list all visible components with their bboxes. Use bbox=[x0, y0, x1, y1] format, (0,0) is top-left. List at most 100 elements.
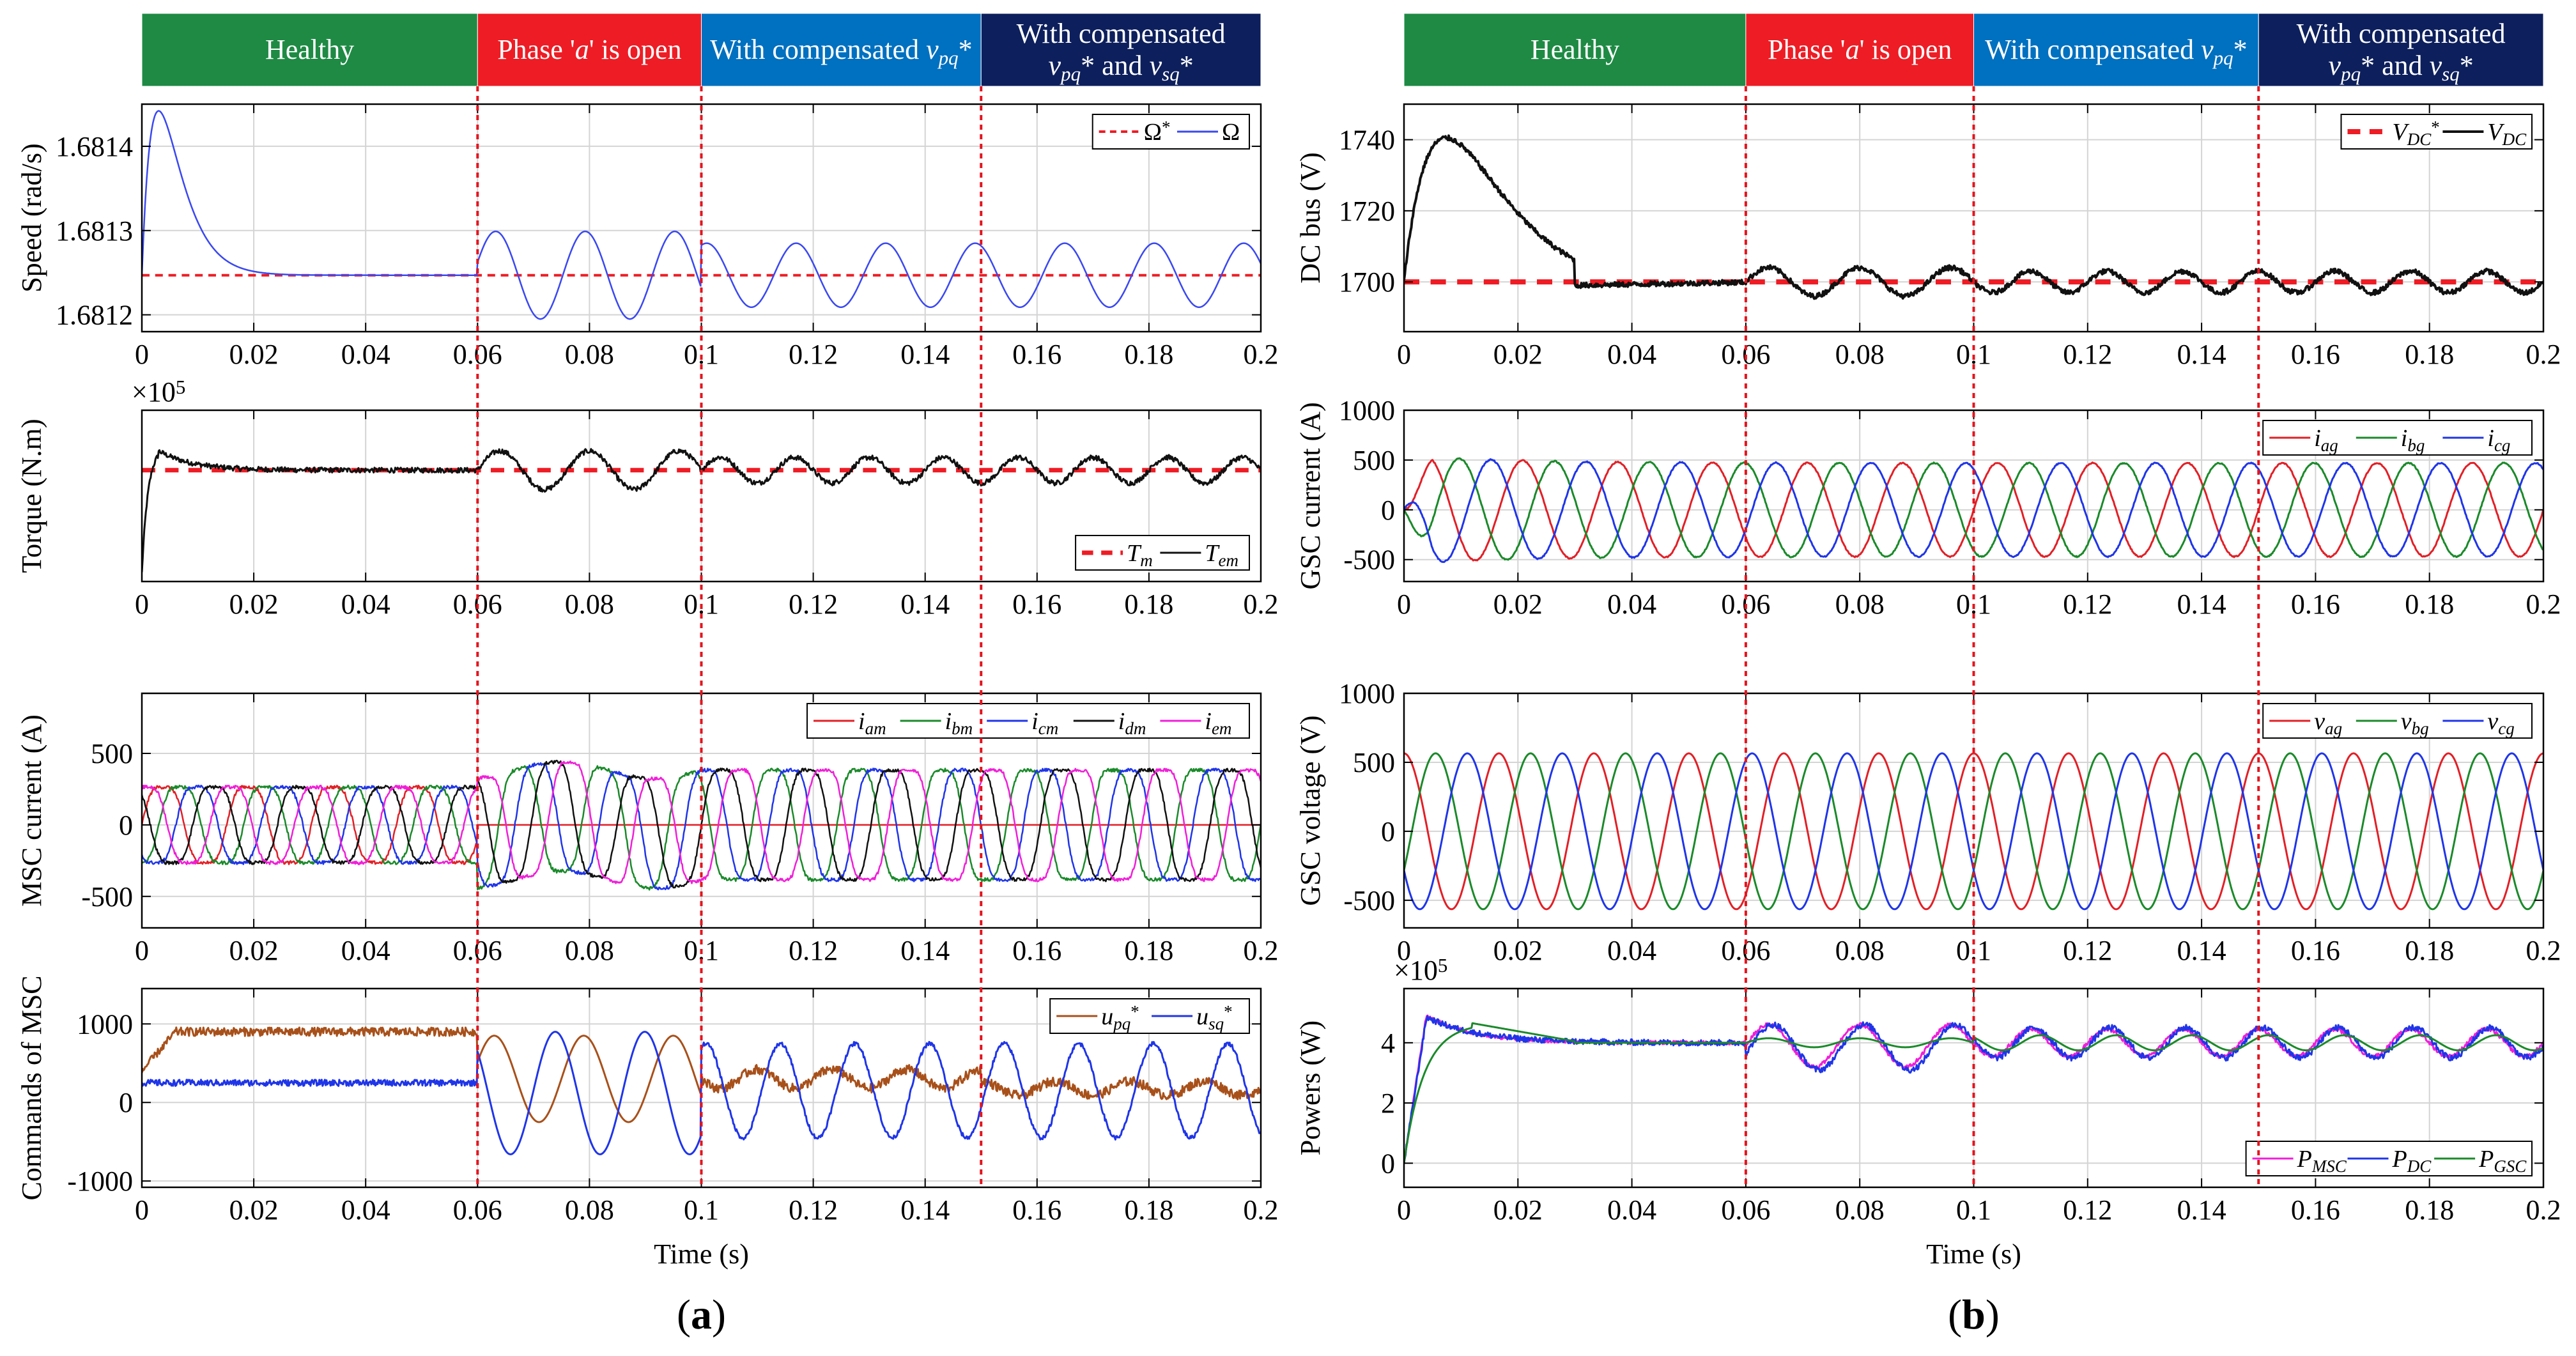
legend-label-icg: icg bbox=[2487, 425, 2510, 455]
phase-box bbox=[2258, 13, 2544, 87]
x-tick-label: 0.02 bbox=[229, 1194, 279, 1226]
y-tick-label: 1.6812 bbox=[56, 300, 133, 331]
panel-label-b: (b) bbox=[1948, 1291, 2000, 1338]
x-tick-label: 0.06 bbox=[453, 1194, 502, 1226]
series-line-vcg bbox=[1404, 752, 2543, 911]
legend: iag ibg icg bbox=[2262, 420, 2533, 456]
legend-label-vag: vag bbox=[2314, 708, 2342, 738]
legend: VDC* VDC bbox=[2340, 114, 2533, 150]
legend-label-upq*: upq* bbox=[1101, 1002, 1139, 1033]
x-tick-label: 0 bbox=[1397, 339, 1411, 370]
legend-label-Tem: Tem bbox=[1205, 540, 1238, 570]
phase-box bbox=[1973, 13, 2259, 87]
legend-label-VDC*: VDC* bbox=[2393, 118, 2440, 149]
phase-header-b: Healthy Phase 'a' is open With compensated… bbox=[1403, 13, 2544, 87]
x-tick-label: 0.14 bbox=[900, 935, 950, 966]
phase-label: With compensated bbox=[1017, 18, 1226, 49]
x-tick-label: 0.14 bbox=[900, 1194, 950, 1226]
chart-a-2: 0 0.02 0.04 0.06 0.08 0.1 0.12 0.14 0.16 0.18 0.2×… bbox=[16, 376, 1279, 620]
chart-b-4: 0 0.02 0.04 0.06 0.08 0.1 0.12 0.14 0.16 0.18 0.2 0… bbox=[1295, 954, 2561, 1226]
x-tick-label: 0.12 bbox=[789, 589, 838, 620]
x-tick-label: 0.16 bbox=[2291, 935, 2340, 966]
phase-label: Phase 'a' is open bbox=[497, 34, 681, 65]
x-tick-label: 0.16 bbox=[1012, 1194, 1061, 1226]
x-tick-label: 0.02 bbox=[1493, 1194, 1543, 1226]
chart-a-1: 0 0.02 0.04 0.06 0.08 0.1 0.12 0.14 0.16 0.18 0.21… bbox=[16, 103, 1279, 370]
x-tick-label: 0.18 bbox=[1124, 1194, 1173, 1226]
x-tick-label: 0 bbox=[1397, 589, 1411, 620]
x-tick-label: 0.04 bbox=[1607, 589, 1656, 620]
phase-label: Healthy bbox=[265, 34, 354, 65]
legend-label-icm: icm bbox=[1031, 708, 1058, 738]
x-tick-label: 0.14 bbox=[2177, 1194, 2226, 1226]
x-tick-label: 0.08 bbox=[565, 1194, 614, 1226]
series-line-icg bbox=[1404, 458, 2543, 564]
x-tick-label: 0.08 bbox=[565, 589, 614, 620]
y-tick-label: -1000 bbox=[67, 1166, 133, 1197]
x-tick-label: 0.12 bbox=[2063, 589, 2112, 620]
x-tick-label: 0.16 bbox=[2291, 1194, 2340, 1226]
y-tick-label: 500 bbox=[1353, 445, 1395, 476]
x-tick-label: 0.2 bbox=[1244, 339, 1279, 370]
legend-label-vbg: vbg bbox=[2401, 708, 2429, 738]
legend-label-usq*: usq* bbox=[1196, 1002, 1233, 1033]
series-line-iem bbox=[142, 760, 1261, 884]
chart-b-1: 0 0.02 0.04 0.06 0.08 0.1 0.12 0.14 0.16 0.18 0.21… bbox=[1295, 103, 2561, 370]
chart-a-4: 0 0.02 0.04 0.06 0.08 0.1 0.12 0.14 0.16 0.18 0.2 -… bbox=[16, 975, 1279, 1226]
x-tick-label: 0.2 bbox=[2526, 589, 2561, 620]
x-tick-label: 0.12 bbox=[2063, 935, 2112, 966]
x-tick-label: 0.18 bbox=[2405, 935, 2454, 966]
legend: Tm Tem bbox=[1075, 535, 1250, 571]
y-tick-label: 1.6814 bbox=[56, 131, 133, 162]
y-axis-label: Speed (rad/s) bbox=[16, 143, 47, 292]
x-tick-label: 0.2 bbox=[1244, 589, 1279, 620]
phase-label: vpq* and vsq* bbox=[2329, 50, 2474, 85]
legend-label-PDC: PDC bbox=[2392, 1146, 2432, 1176]
phase-label: vpq* and vsq* bbox=[1049, 50, 1194, 85]
y-axis-label: Commands of MSC bbox=[16, 975, 47, 1200]
x-tick-label: 0.16 bbox=[2291, 589, 2340, 620]
y-axis-label: GSC voltage (V) bbox=[1295, 715, 1326, 905]
y-tick-label: 500 bbox=[1353, 747, 1395, 778]
chart-b-2: 0 0.02 0.04 0.06 0.08 0.1 0.12 0.14 0.16 0.18 0.2-… bbox=[1295, 395, 2561, 620]
x-tick-label: 0.2 bbox=[1244, 935, 1279, 966]
series-group bbox=[142, 110, 1261, 320]
x-tick-label: 0.18 bbox=[1124, 589, 1173, 620]
x-tick-label: 0.18 bbox=[2405, 1194, 2454, 1226]
x-tick-label: 0.2 bbox=[2526, 1194, 2561, 1226]
x-tick-label: 0.08 bbox=[1835, 589, 1885, 620]
x-tick-label: 0.12 bbox=[2063, 339, 2112, 370]
x-tick-label: 0.12 bbox=[789, 1194, 838, 1226]
legend-label-iam: iam bbox=[858, 708, 886, 738]
y-axis-label: GSC current (A) bbox=[1295, 402, 1326, 589]
x-tick-label: 0.04 bbox=[1607, 339, 1656, 370]
y-tick-label: 0 bbox=[1381, 816, 1395, 847]
x-tick-label: 0.14 bbox=[900, 589, 950, 620]
x-tick-label: 0 bbox=[135, 339, 149, 370]
x-tick-label: 0.12 bbox=[2063, 1194, 2112, 1226]
legend-label-ibm: ibm bbox=[945, 708, 973, 738]
series-group bbox=[1404, 752, 2543, 911]
y-tick-label: 1700 bbox=[1339, 266, 1395, 298]
x-axis-label: Time (s) bbox=[654, 1238, 749, 1270]
x-tick-label: 0.18 bbox=[1124, 339, 1173, 370]
x-tick-label: 0.04 bbox=[341, 589, 390, 620]
legend-box bbox=[2245, 1141, 2533, 1176]
y-tick-label: 1720 bbox=[1339, 196, 1395, 227]
phase-box bbox=[701, 13, 982, 87]
legend: PMSC PDC PGSC bbox=[2245, 1141, 2533, 1176]
y-tick-label: -500 bbox=[1343, 544, 1395, 576]
phase-label: Healthy bbox=[1531, 34, 1619, 65]
exponent-label: ×105 bbox=[1394, 954, 1447, 986]
legend: vag vbg vcg bbox=[2262, 703, 2533, 739]
x-tick-label: 0.16 bbox=[2291, 339, 2340, 370]
exponent-label: ×105 bbox=[132, 376, 185, 408]
y-axis-label: Torque (N.m) bbox=[16, 419, 47, 573]
x-tick-label: 0 bbox=[1397, 935, 1411, 966]
y-tick-label: 500 bbox=[91, 738, 133, 769]
legend: iam ibm icm idm iem bbox=[806, 703, 1250, 739]
x-tick-label: 0.08 bbox=[1835, 339, 1885, 370]
x-tick-label: 0.16 bbox=[1012, 339, 1061, 370]
x-tick-label: 0.14 bbox=[2177, 339, 2226, 370]
x-tick-label: 0.06 bbox=[1721, 1194, 1770, 1226]
